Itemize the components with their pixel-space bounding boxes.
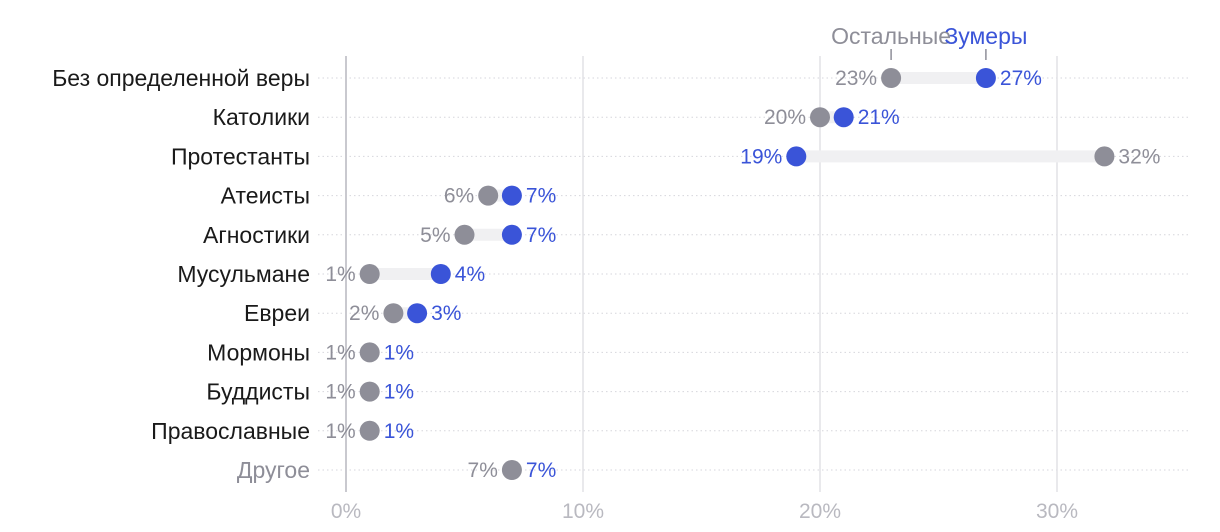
point-zoomer — [833, 107, 854, 128]
point-zoomer — [975, 68, 996, 88]
grid — [318, 56, 1188, 492]
point-zoomer — [501, 224, 522, 245]
point-zoomer — [786, 146, 807, 167]
x-tick-label: 20% — [799, 500, 841, 523]
value-label-zoomer: 19% — [740, 145, 782, 168]
value-label-other: 1% — [325, 263, 355, 286]
value-label-other: 1% — [325, 381, 355, 404]
value-label-zoomer: 1% — [384, 420, 414, 443]
point-zoomer — [501, 185, 522, 206]
value-label-other: 7% — [468, 459, 498, 482]
value-label-other: 5% — [420, 224, 450, 247]
value-label-zoomer: 4% — [455, 263, 485, 286]
value-label-zoomer: 1% — [384, 341, 414, 364]
value-label-zoomer: 3% — [431, 302, 461, 325]
data-points — [359, 68, 1115, 480]
category-label: Католики — [213, 104, 310, 130]
value-label-zoomer: 27% — [1000, 67, 1042, 90]
point-other — [881, 68, 902, 88]
point-other — [810, 107, 830, 128]
point-other — [1094, 146, 1115, 167]
point-zoomer — [430, 264, 451, 284]
point-other — [383, 303, 404, 324]
category-label: Мусульмане — [177, 261, 310, 287]
category-label: Другое — [237, 457, 310, 483]
value-label-other: 1% — [325, 420, 355, 443]
x-tick-label: 0% — [331, 500, 361, 523]
value-label-other: 1% — [325, 341, 355, 364]
category-label: Мормоны — [207, 339, 310, 365]
category-label: Евреи — [244, 300, 310, 326]
point-other — [359, 264, 380, 284]
value-label-zoomer: 7% — [526, 185, 556, 208]
value-label-zoomer: 7% — [526, 459, 556, 482]
point-zoomer — [407, 303, 428, 324]
point-other — [454, 224, 475, 245]
legend-label-zoomer: Зумеры — [944, 23, 1027, 49]
value-label-zoomer: 21% — [858, 106, 900, 129]
value-label-zoomer: 7% — [526, 224, 556, 247]
value-label-other: 32% — [1118, 145, 1160, 168]
category-label: Протестанты — [171, 143, 310, 169]
category-label: Православные — [151, 418, 310, 444]
value-label-other: 23% — [835, 67, 877, 90]
value-label-zoomer: 1% — [384, 381, 414, 404]
value-label-other: 20% — [764, 106, 806, 129]
labels: 0% 10% 20% 30% Без определенной веры 23% 27% Ка… — [52, 65, 1160, 523]
category-label: Атеисты — [221, 183, 310, 209]
point-other — [501, 460, 522, 480]
x-tick-label: 30% — [1036, 500, 1078, 523]
legend-label-other: Остальные — [831, 23, 951, 49]
category-label: Без определенной веры — [52, 65, 310, 91]
category-label: Буддисты — [206, 379, 310, 405]
x-tick-label: 10% — [562, 500, 604, 523]
value-label-other: 2% — [349, 302, 379, 325]
point-other — [478, 185, 499, 206]
point-other — [359, 420, 380, 441]
value-label-other: 6% — [444, 185, 474, 208]
point-other — [359, 342, 380, 363]
point-other — [359, 381, 380, 402]
category-label: Агностики — [203, 222, 310, 248]
